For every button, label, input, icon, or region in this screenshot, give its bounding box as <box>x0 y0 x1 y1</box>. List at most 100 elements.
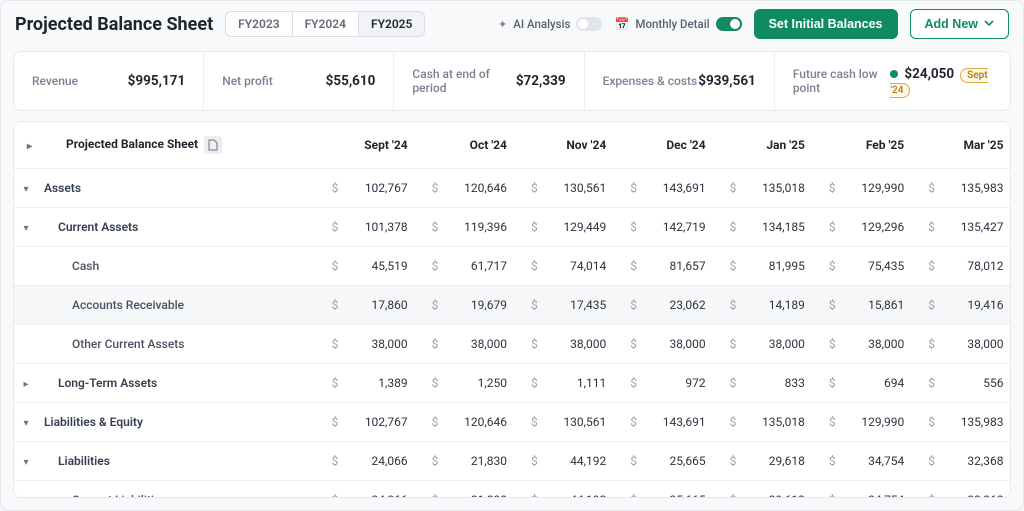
table-row[interactable]: ▸Long-Term Assets$1,389$1,250$1,111$972$… <box>14 364 1011 403</box>
table-row[interactable]: Cash$45,519$61,717$74,014$81,657$81,995$… <box>14 247 1011 286</box>
cell-value: 38,000 <box>836 325 917 364</box>
month-header: Nov '24 <box>538 122 619 169</box>
currency-symbol: $ <box>618 481 637 499</box>
set-initial-balances-button[interactable]: Set Initial Balances <box>754 9 898 39</box>
currency-symbol: $ <box>420 364 439 403</box>
cell-value: 21,830 <box>438 442 519 481</box>
cell-value: 130,561 <box>538 169 619 208</box>
table-row[interactable]: Accounts Receivable$17,860$19,679$17,435… <box>14 286 1011 325</box>
cell-value: 34,754 <box>836 442 917 481</box>
cell-value: 25,665 <box>637 442 718 481</box>
kpi-value: $72,339 <box>516 73 566 89</box>
cell-value: 17,435 <box>538 286 619 325</box>
currency-symbol: $ <box>916 481 935 499</box>
month-header: Sept '24 <box>338 122 419 169</box>
table-label-header: Projected Balance Sheet <box>32 122 320 169</box>
currency-symbol: $ <box>718 247 737 286</box>
cell-value: 81,995 <box>736 247 817 286</box>
cell-value: 101,378 <box>338 208 419 247</box>
add-new-label: Add New <box>925 17 978 31</box>
fy-tab-fy2025[interactable]: FY2025 <box>359 12 424 36</box>
cell-value: 38,000 <box>338 325 419 364</box>
set-initial-balances-label: Set Initial Balances <box>769 17 883 31</box>
caret-down-icon: ▾ <box>23 223 28 234</box>
table-row[interactable]: ▾Liabilities$24,066$21,830$44,192$25,665… <box>14 442 1011 481</box>
row-caret[interactable]: ▸ <box>14 481 32 499</box>
row-label: Assets <box>32 169 320 208</box>
currency-symbol: $ <box>916 208 935 247</box>
fy-tab-fy2023[interactable]: FY2023 <box>226 12 292 36</box>
month-header: Feb '25 <box>836 122 917 169</box>
cell-value: 129,990 <box>836 169 917 208</box>
cell-value: 24,066 <box>338 442 419 481</box>
currency-symbol: $ <box>618 403 637 442</box>
currency-symbol: $ <box>618 325 637 364</box>
cell-value: 19,679 <box>438 286 519 325</box>
expand-all-column[interactable]: ▸ <box>14 122 32 169</box>
row-label: Current Assets <box>32 208 320 247</box>
table-row[interactable]: ▾Assets$102,767$120,646$130,561$143,691$… <box>14 169 1011 208</box>
row-caret[interactable]: ▾ <box>14 208 32 247</box>
cell-value: 102,767 <box>338 403 419 442</box>
status-dot-icon <box>890 70 898 78</box>
row-caret <box>14 286 32 325</box>
currency-symbol: $ <box>916 403 935 442</box>
currency-symbol: $ <box>519 247 538 286</box>
cell-value: 129,990 <box>836 403 917 442</box>
cell-value: 129,449 <box>538 208 619 247</box>
currency-symbol: $ <box>817 169 836 208</box>
row-caret[interactable]: ▾ <box>14 442 32 481</box>
row-caret <box>14 247 32 286</box>
sparkle-icon: ✦ <box>498 18 507 31</box>
table-row[interactable]: ▾Current Assets$101,378$119,396$129,449$… <box>14 208 1011 247</box>
currency-header <box>718 122 737 169</box>
currency-header <box>618 122 637 169</box>
table-row[interactable]: Other Current Assets$38,000$38,000$38,00… <box>14 325 1011 364</box>
cell-value: 135,427 <box>935 208 1011 247</box>
row-caret[interactable]: ▾ <box>14 169 32 208</box>
table-row[interactable]: ▾Liabilities & Equity$102,767$120,646$13… <box>14 403 1011 442</box>
row-caret[interactable]: ▾ <box>14 403 32 442</box>
row-label: Other Current Assets <box>32 325 320 364</box>
row-label: Current Liabilities <box>32 481 320 499</box>
kpi-value: $24,050 <box>904 66 954 82</box>
document-icon[interactable] <box>204 136 222 154</box>
cell-value: 129,296 <box>836 208 917 247</box>
currency-symbol: $ <box>718 364 737 403</box>
cell-value: 14,189 <box>736 286 817 325</box>
caret-down-icon: ▾ <box>23 418 28 429</box>
currency-symbol: $ <box>519 403 538 442</box>
balance-sheet-table-wrap[interactable]: ▸Projected Balance SheetSept '24Oct '24N… <box>13 121 1011 498</box>
currency-symbol: $ <box>618 286 637 325</box>
monthly-detail-toggle[interactable]: 📅 Monthly Detail <box>614 17 741 31</box>
table-row[interactable]: ▸Current Liabilities$24,066$21,830$44,19… <box>14 481 1011 499</box>
currency-header <box>320 122 339 169</box>
cell-value: 134,185 <box>736 208 817 247</box>
currency-symbol: $ <box>519 364 538 403</box>
kpi-label: Expenses & costs <box>603 74 698 88</box>
add-new-button[interactable]: Add New <box>910 9 1009 39</box>
ai-analysis-toggle[interactable]: ✦ AI Analysis <box>498 17 602 31</box>
currency-symbol: $ <box>320 364 339 403</box>
currency-symbol: $ <box>420 208 439 247</box>
currency-symbol: $ <box>519 286 538 325</box>
cell-value: 29,618 <box>736 481 817 499</box>
currency-symbol: $ <box>718 442 737 481</box>
currency-symbol: $ <box>916 247 935 286</box>
row-caret[interactable]: ▸ <box>14 364 32 403</box>
cell-value: 25,665 <box>637 481 718 499</box>
cell-value: 38,000 <box>438 325 519 364</box>
cell-value: 34,754 <box>836 481 917 499</box>
currency-header <box>420 122 439 169</box>
cell-value: 32,368 <box>935 442 1011 481</box>
caret-down-icon: ▾ <box>23 184 28 195</box>
month-header: Jan '25 <box>736 122 817 169</box>
kpi-label: Cash at end of period <box>412 67 515 95</box>
kpi-label: Future cash low point <box>793 67 891 95</box>
currency-symbol: $ <box>420 442 439 481</box>
currency-symbol: $ <box>916 169 935 208</box>
currency-symbol: $ <box>817 364 836 403</box>
currency-symbol: $ <box>618 169 637 208</box>
fy-tab-fy2024[interactable]: FY2024 <box>293 12 359 36</box>
cell-value: 135,983 <box>935 403 1011 442</box>
